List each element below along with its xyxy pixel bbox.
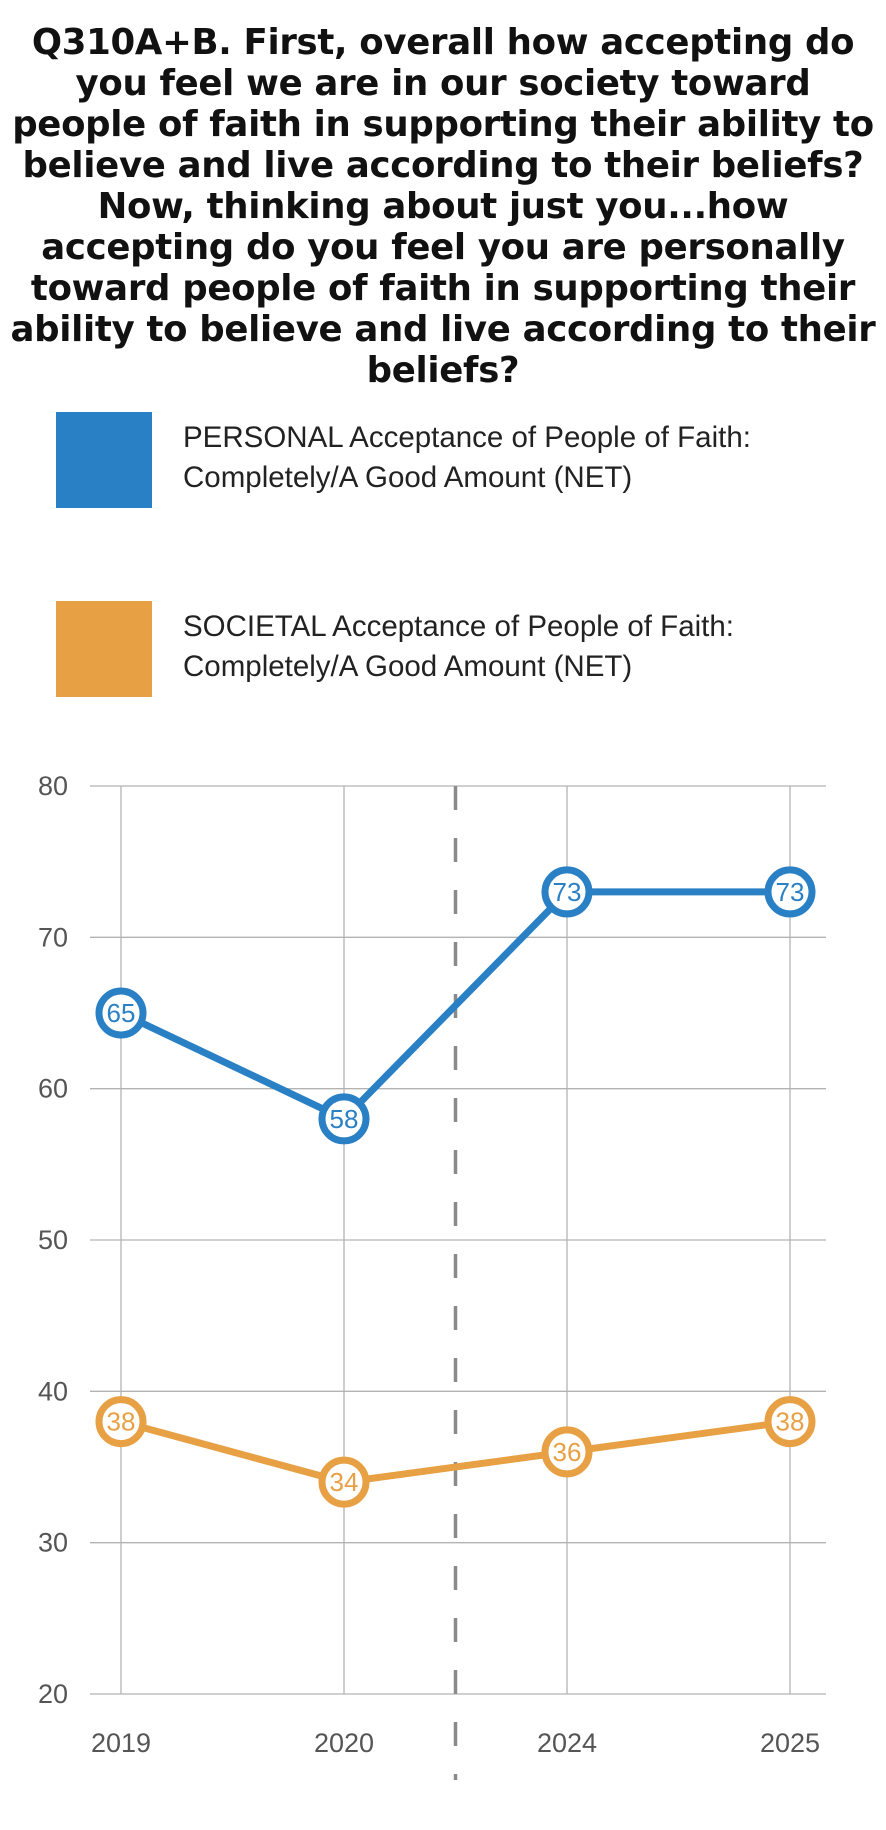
series-lines [117, 888, 794, 1486]
x-tick-label: 2025 [760, 1728, 820, 1758]
y-tick-label: 70 [38, 922, 68, 952]
y-tick-label: 30 [38, 1528, 68, 1558]
legend-item-societal: SOCIETAL Acceptance of People of Faith: … [56, 601, 856, 697]
line-chart: 20 30 40 50 60 70 80 2019 2020 2024 2025 65 58 73 73… [38, 771, 826, 1780]
chart-title: Q310A+B. First, overall how accepting do… [10, 22, 876, 391]
data-point [541, 866, 593, 918]
y-tick-label: 80 [38, 771, 68, 801]
data-label: 36 [553, 1437, 582, 1467]
legend-label-personal: PERSONAL Acceptance of People of Faith: … [183, 421, 751, 494]
data-point [541, 1426, 593, 1478]
data-point [95, 987, 147, 1039]
y-tick-label: 40 [38, 1376, 68, 1406]
y-tick-label: 50 [38, 1225, 68, 1255]
grid-horizontal [90, 785, 826, 1695]
legend-item-personal: PERSONAL Acceptance of People of Faith: … [56, 412, 856, 508]
data-label: 65 [107, 998, 136, 1028]
legend-label-societal: SOCIETAL Acceptance of People of Faith: … [183, 610, 734, 683]
x-tick-label: 2020 [314, 1728, 374, 1758]
data-label: 73 [553, 877, 582, 907]
series-markers: 65 58 73 73 38 34 36 38 [95, 866, 816, 1508]
data-label: 73 [776, 877, 805, 907]
data-point [764, 866, 816, 918]
data-label: 58 [330, 1104, 359, 1134]
data-point [318, 1093, 370, 1145]
y-tick-label: 60 [38, 1074, 68, 1104]
data-point [764, 1396, 816, 1448]
data-point [95, 1396, 147, 1448]
x-tick-label: 2024 [537, 1728, 597, 1758]
legend-swatch-societal [56, 601, 152, 697]
x-axis-ticks: 2019 2020 2024 2025 [91, 1728, 820, 1758]
y-tick-label: 20 [38, 1679, 68, 1709]
data-label: 34 [330, 1467, 359, 1497]
x-tick-label: 2019 [91, 1728, 151, 1758]
y-axis-ticks: 20 30 40 50 60 70 80 [38, 771, 68, 1709]
series-line-0 [117, 888, 794, 1123]
series-line-1 [117, 1418, 794, 1486]
legend-swatch-personal [56, 412, 152, 508]
grid-vertical [120, 786, 791, 1694]
data-label: 38 [107, 1407, 136, 1437]
data-label: 38 [776, 1407, 805, 1437]
data-point [318, 1456, 370, 1508]
